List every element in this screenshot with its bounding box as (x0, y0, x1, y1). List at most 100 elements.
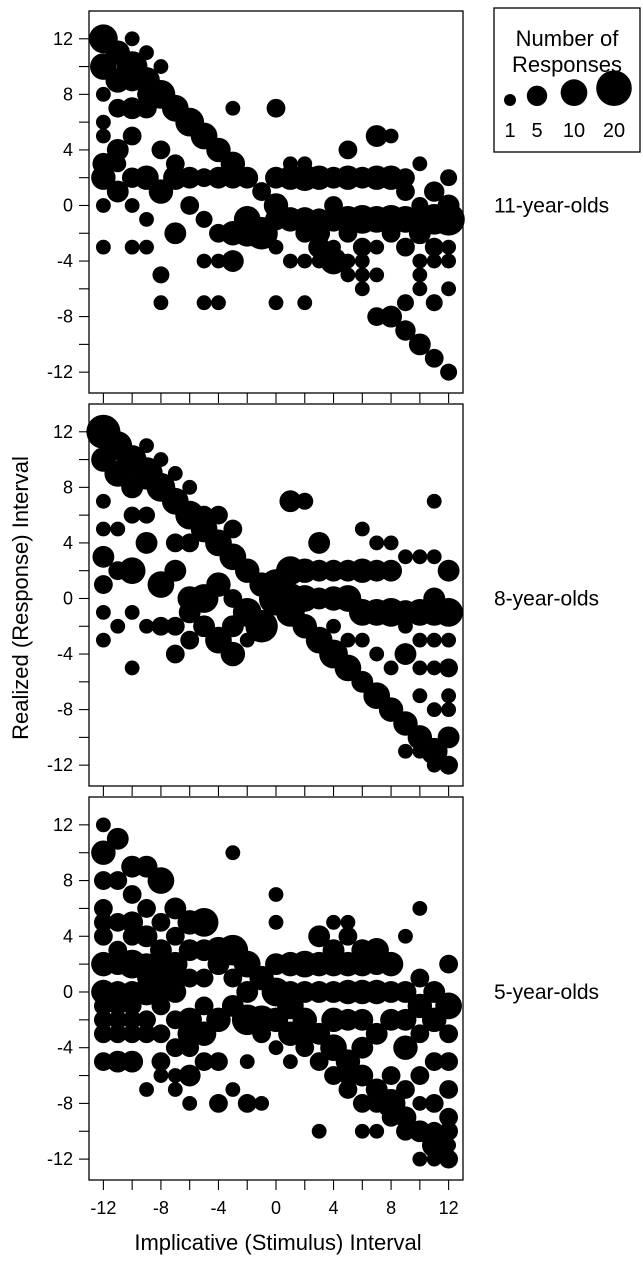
data-point (137, 899, 156, 918)
data-point (121, 69, 144, 92)
data-point (93, 1024, 113, 1044)
data-point (439, 1149, 459, 1169)
data-point (151, 616, 171, 636)
data-point (135, 531, 158, 554)
data-point (206, 572, 231, 597)
data-point (396, 168, 415, 188)
data-point (441, 253, 457, 269)
data-point (369, 646, 385, 662)
data-point (220, 641, 246, 667)
data-point (180, 533, 200, 553)
x-tick-label: 0 (271, 1198, 281, 1218)
panel-label: 8-year-olds (494, 587, 599, 610)
data-point (351, 1064, 374, 1087)
data-point (383, 128, 399, 144)
x-tick-label: -4 (210, 1198, 226, 1218)
data-point (95, 128, 111, 144)
data-point (351, 670, 374, 693)
data-point (239, 1054, 255, 1070)
data-point (297, 295, 313, 311)
y-tick-label: 12 (53, 29, 73, 49)
legend: Number of Responses 1 5 10 20 (493, 7, 641, 153)
legend-label: 20 (603, 120, 625, 142)
data-point (412, 549, 428, 565)
data-point (394, 1106, 417, 1129)
data-point (178, 1064, 201, 1087)
data-point (93, 1010, 113, 1030)
data-point (93, 996, 113, 1016)
data-point (398, 743, 413, 759)
legend-title-line1: Number of (516, 26, 620, 51)
y-tick-label: -8 (57, 700, 73, 720)
data-point (195, 210, 213, 228)
data-point (311, 1123, 327, 1139)
data-point (412, 281, 428, 297)
data-point (378, 165, 404, 190)
data-point (182, 1095, 198, 1111)
data-point (412, 267, 428, 283)
data-point (412, 1095, 428, 1111)
data-point (221, 250, 244, 272)
data-point (424, 237, 444, 257)
data-point (225, 845, 241, 861)
data-point (308, 925, 331, 948)
data-point (124, 31, 140, 47)
data-point (110, 521, 126, 537)
data-point (426, 757, 442, 773)
data-point (426, 632, 442, 648)
data-point (95, 114, 111, 130)
data-point (363, 206, 391, 233)
data-point (422, 1132, 447, 1158)
data-point (178, 601, 201, 624)
data-point (424, 1121, 444, 1141)
data-point (239, 632, 255, 648)
data-point (109, 155, 127, 173)
y-tick-label: 8 (63, 84, 73, 104)
data-point (424, 1052, 444, 1072)
data-point (137, 968, 156, 988)
y-tick-label: -4 (57, 1038, 73, 1058)
data-point (138, 506, 156, 524)
data-point (137, 1010, 156, 1030)
data-point (354, 632, 370, 648)
data-point (365, 125, 388, 147)
data-point (365, 953, 388, 976)
data-point (265, 953, 287, 976)
data-point (381, 1107, 401, 1127)
data-point (439, 1107, 459, 1127)
data-point (93, 1052, 113, 1072)
data-point (167, 466, 183, 481)
data-point (268, 887, 284, 902)
data-point (352, 237, 372, 257)
data-point (180, 630, 200, 650)
data-point (439, 1121, 459, 1141)
data-point (396, 182, 415, 201)
data-point (220, 221, 246, 246)
data-point (91, 840, 116, 865)
data-point (324, 196, 343, 215)
data-point (396, 1080, 415, 1099)
data-point (249, 572, 274, 597)
data-point (393, 600, 418, 625)
y-tick-label: -8 (57, 1093, 73, 1113)
data-point (412, 156, 428, 172)
data-point (369, 1123, 385, 1139)
data-point (249, 965, 274, 991)
data-point (383, 535, 399, 551)
data-point (398, 618, 413, 634)
data-point (167, 1082, 183, 1097)
data-point (151, 1024, 171, 1044)
data-point (95, 604, 111, 620)
data-point (95, 239, 111, 255)
data-point (394, 981, 417, 1003)
data-point (439, 1052, 459, 1072)
data-point (367, 307, 387, 326)
y-tick-label: 12 (53, 422, 73, 442)
data-point (137, 1024, 156, 1044)
data-point (437, 194, 460, 217)
data-point (165, 644, 185, 664)
data-point (108, 996, 128, 1016)
data-point (165, 968, 185, 988)
data-point (223, 589, 243, 608)
legend-label: 10 (563, 120, 585, 142)
